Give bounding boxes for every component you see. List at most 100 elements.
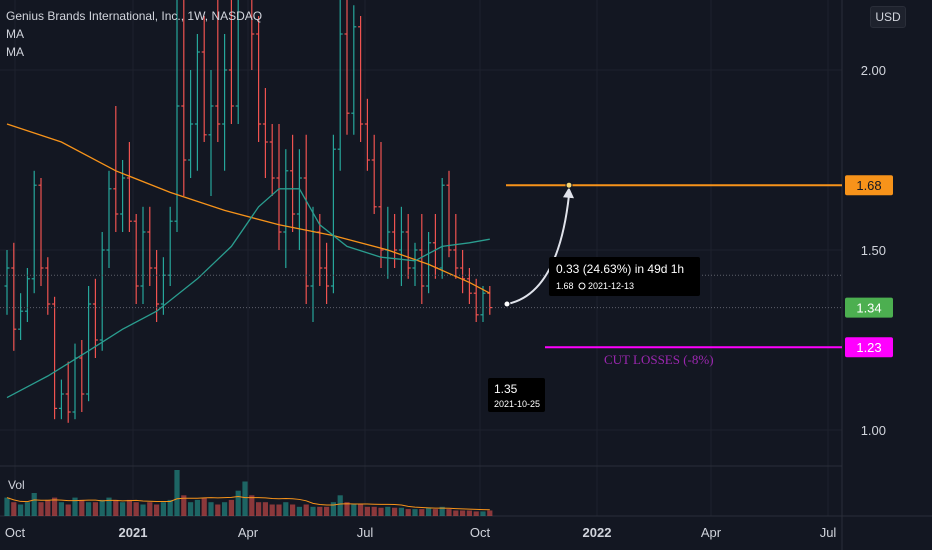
target-price-text: 1.68 xyxy=(556,281,574,291)
price-badge: 1.68 xyxy=(845,175,893,196)
ohlc-bar xyxy=(147,206,153,286)
volume-bar xyxy=(385,506,391,516)
measure-tooltip-bg xyxy=(549,257,700,296)
volume-bar xyxy=(426,507,432,516)
volume-bar xyxy=(201,497,207,516)
ohlc-bar xyxy=(167,206,173,286)
measure-text: 0.33 (24.63%) in 49d 1h xyxy=(556,262,684,276)
volume-bar xyxy=(351,504,357,516)
volume-bar xyxy=(65,504,71,516)
volume-bar xyxy=(249,495,255,516)
volume-bar xyxy=(18,504,24,516)
volume-bar xyxy=(337,495,343,516)
ohlc-bar xyxy=(188,70,194,178)
volume-bar xyxy=(92,502,98,516)
volume-bar xyxy=(344,502,350,516)
volume-bar xyxy=(262,502,268,516)
ohlc-bar xyxy=(120,160,126,232)
ohlc-bar xyxy=(283,149,289,268)
volume-bar xyxy=(398,507,404,516)
ohlc-bar xyxy=(262,88,268,178)
volume-bar xyxy=(446,509,452,516)
ohlc-bar xyxy=(58,379,64,420)
ohlc-bar xyxy=(256,16,262,142)
price-tick-label: 1.00 xyxy=(861,423,886,438)
volume-bar xyxy=(222,502,228,516)
moving-averages xyxy=(6,123,491,399)
ohlc-bar xyxy=(92,278,98,358)
volume-bar xyxy=(228,499,234,516)
price-badge-bg xyxy=(845,297,893,318)
start-tooltip-bg xyxy=(488,378,545,412)
ohlc-bar xyxy=(251,0,255,70)
price-badge-text: 1.34 xyxy=(856,301,881,316)
ohlc-bar xyxy=(432,214,438,279)
measure-start-point xyxy=(503,300,511,308)
ohlc-bar xyxy=(324,242,330,304)
ohlc-bar xyxy=(79,340,85,412)
start-date-text: 2021-10-25 xyxy=(494,399,540,409)
price-tick-label: 1.50 xyxy=(861,243,886,258)
volume-bar xyxy=(99,499,105,516)
volume-bar xyxy=(154,504,160,516)
indicator-label-ma-1[interactable]: MA xyxy=(6,27,24,41)
ohlc-bar xyxy=(52,296,58,420)
ohlc-bar xyxy=(18,293,24,340)
ohlc-bar xyxy=(337,0,343,171)
volume-bar xyxy=(276,504,282,516)
ohlc-bar xyxy=(38,178,44,286)
ohlc-bar xyxy=(133,214,139,304)
volume-bar xyxy=(86,502,92,516)
ohlc-bar xyxy=(303,134,309,304)
time-tick-label: Oct xyxy=(470,525,491,540)
ohlc-bar xyxy=(344,0,350,135)
ohlc-bar xyxy=(181,0,187,196)
axes: 3.002.502.001.501.00Oct2021AprJulOct2022… xyxy=(5,63,893,540)
volume-bar xyxy=(296,506,302,516)
volume-bar xyxy=(31,493,37,516)
ma-short-line xyxy=(6,188,490,399)
ohlc-bar xyxy=(405,214,411,279)
time-tick-label: Oct xyxy=(5,525,26,540)
ohlc-bar xyxy=(215,0,221,142)
ohlc-bar xyxy=(99,232,105,351)
volume-bar xyxy=(487,510,493,516)
ohlc-bar xyxy=(140,206,146,304)
volume-bar xyxy=(324,506,330,516)
ohlc-bar xyxy=(439,178,445,279)
ohlc-bar xyxy=(194,34,200,171)
ohlc-bar xyxy=(174,0,180,232)
volume-bar xyxy=(269,504,275,516)
ohlc-bar xyxy=(392,214,398,268)
ohlc-bar xyxy=(385,206,391,279)
volume-bar xyxy=(439,506,445,516)
volume-ma-line xyxy=(6,495,490,511)
ohlc-bar xyxy=(378,142,384,268)
volume-bar xyxy=(113,499,119,516)
volume-pane: Vol xyxy=(4,470,493,516)
ohlc-bar xyxy=(31,170,37,294)
ohlc-bar xyxy=(453,214,459,279)
volume-bar xyxy=(52,497,58,516)
volume-bar xyxy=(79,499,85,516)
ohlc-bar xyxy=(269,124,275,196)
volume-bar xyxy=(235,490,241,516)
measure-tooltip: 0.33 (24.63%) in 49d 1h 1.68 2021-12-13 xyxy=(549,257,700,296)
volume-bar xyxy=(106,497,112,516)
indicator-label-ma-2[interactable]: MA xyxy=(6,45,24,59)
volume-bar xyxy=(480,511,486,516)
time-tick-label: 2021 xyxy=(119,525,148,540)
volume-bar xyxy=(473,511,479,516)
time-tick-label: Jul xyxy=(820,525,837,540)
ohlc-bar xyxy=(296,149,302,250)
measure-arrow xyxy=(506,195,570,305)
volume-bar xyxy=(303,504,309,516)
ohlc-bar xyxy=(65,361,71,423)
ohlc-bar xyxy=(419,214,425,304)
currency-button[interactable]: USD xyxy=(870,6,906,28)
volume-bar xyxy=(120,502,126,516)
price-badge-bg xyxy=(845,175,893,196)
volume-bar xyxy=(460,510,466,516)
